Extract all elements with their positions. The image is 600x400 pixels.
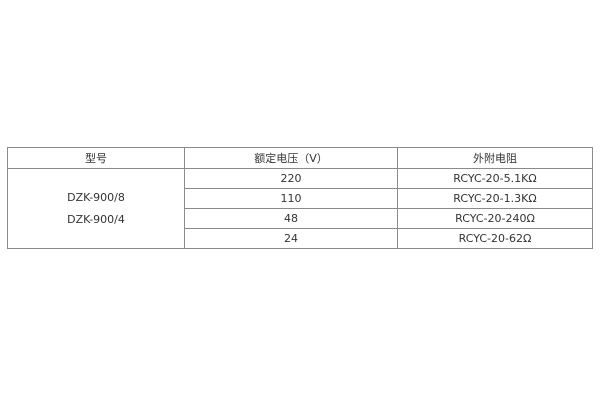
header-resistor: 外附电阻 [397, 147, 593, 169]
resistor-cell: RCYC-20-240Ω [397, 208, 593, 229]
spec-table: 型号 额定电压（V） 外附电阻 DZK-900/8 DZK-900/4 220 … [7, 147, 593, 249]
model-name: DZK-900/4 [67, 212, 125, 226]
voltage-cell: 220 [184, 168, 398, 189]
voltage-cell: 24 [184, 228, 398, 249]
voltage-cell: 48 [184, 208, 398, 229]
table-row: DZK-900/8 DZK-900/4 220 RCYC-20-5.1KΩ [7, 168, 593, 249]
resistor-cell: RCYC-20-1.3KΩ [397, 188, 593, 209]
table-row: 24 RCYC-20-62Ω [8, 228, 593, 249]
header-voltage: 额定电压（V） [184, 147, 398, 169]
header-row: 型号 额定电压（V） 外附电阻 [7, 147, 593, 169]
model-cell: DZK-900/8 DZK-900/4 [7, 168, 185, 249]
resistor-cell: RCYC-20-62Ω [397, 228, 593, 249]
resistor-cell: RCYC-20-5.1KΩ [397, 168, 593, 189]
header-model: 型号 [7, 147, 185, 169]
voltage-cell: 110 [184, 188, 398, 209]
model-name: DZK-900/8 [67, 190, 125, 204]
